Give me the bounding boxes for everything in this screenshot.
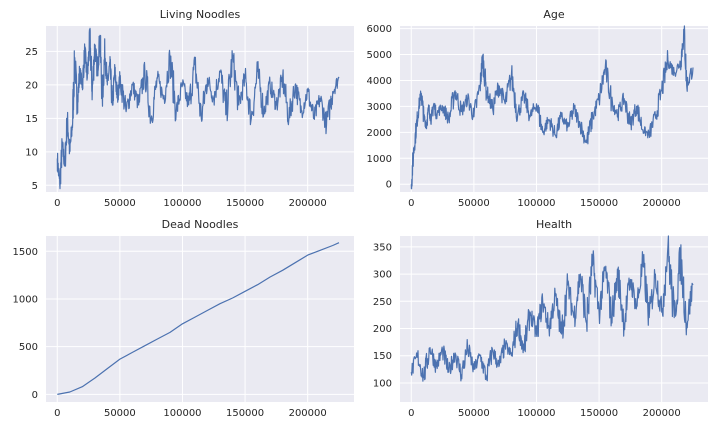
chart-age: 0 50000 100000 150000 200000 0 1000 2000 3000 400… — [367, 8, 708, 209]
chart-dead-noodles: 0 50000 100000 150000 200000 0 500 1000 1500 Dead… — [13, 218, 354, 419]
x-tick-label: 150000 — [580, 198, 618, 209]
y-tick-label: 0 — [32, 390, 38, 401]
y-tick-label: 20 — [25, 80, 38, 91]
y-tick-label: 5 — [32, 181, 38, 192]
y-tick-label: 300 — [373, 270, 392, 281]
x-tick-label: 200000 — [643, 408, 681, 419]
x-tick-label: 0 — [408, 198, 414, 209]
series-line-health — [410, 235, 694, 382]
y-tick-label: 5000 — [367, 50, 392, 61]
y-tick-label: 500 — [19, 342, 38, 353]
y-tick-label: 350 — [373, 242, 392, 253]
y-tick-label: 25 — [25, 47, 38, 58]
x-tick-label: 100000 — [163, 408, 201, 419]
y-tick-label: 250 — [373, 297, 392, 308]
x-tick-label: 100000 — [517, 408, 555, 419]
x-tick-label: 150000 — [226, 408, 264, 419]
x-tick-label: 0 — [54, 198, 60, 209]
y-tick-label: 15 — [25, 114, 38, 125]
x-tick-label: 50000 — [458, 408, 490, 419]
y-tick-label: 1500 — [13, 247, 38, 258]
x-tick-label: 200000 — [289, 198, 327, 209]
x-tick-label: 150000 — [580, 408, 618, 419]
x-tick-label: 0 — [54, 408, 60, 419]
y-tick-label: 3000 — [367, 102, 392, 113]
x-tick-label: 50000 — [458, 198, 490, 209]
x-tick-label: 200000 — [643, 198, 681, 209]
chart-living-noodles: 0 50000 100000 150000 200000 5 10 15 20 25 Living … — [25, 8, 354, 209]
series-line-living-noodles — [56, 27, 340, 190]
y-tick-label: 2000 — [367, 128, 392, 139]
plot-area — [400, 236, 708, 402]
y-tick-label: 1000 — [13, 294, 38, 305]
series-line-dead-noodles — [57, 242, 340, 395]
x-tick-label: 0 — [408, 408, 414, 419]
y-tick-label: 6000 — [367, 24, 392, 35]
x-tick-label: 50000 — [104, 198, 136, 209]
chart-title: Living Noodles — [160, 8, 241, 21]
chart-health: 0 50000 100000 150000 200000 100 150 200 250 300 3… — [373, 218, 708, 419]
y-tick-label: 0 — [386, 180, 392, 191]
y-tick-label: 150 — [373, 351, 392, 362]
series-line-age — [410, 25, 694, 190]
y-tick-label: 10 — [25, 147, 38, 158]
x-tick-label: 100000 — [163, 198, 201, 209]
chart-title: Health — [536, 218, 572, 231]
y-tick-label: 200 — [373, 324, 392, 335]
x-tick-label: 50000 — [104, 408, 136, 419]
chart-title: Dead Noodles — [162, 218, 239, 231]
x-tick-label: 150000 — [226, 198, 264, 209]
plot-area — [46, 236, 354, 402]
x-tick-label: 100000 — [517, 198, 555, 209]
y-tick-label: 100 — [373, 378, 392, 389]
y-tick-label: 4000 — [367, 76, 392, 87]
chart-title: Age — [543, 8, 565, 21]
y-tick-label: 1000 — [367, 154, 392, 165]
x-tick-label: 200000 — [289, 408, 327, 419]
